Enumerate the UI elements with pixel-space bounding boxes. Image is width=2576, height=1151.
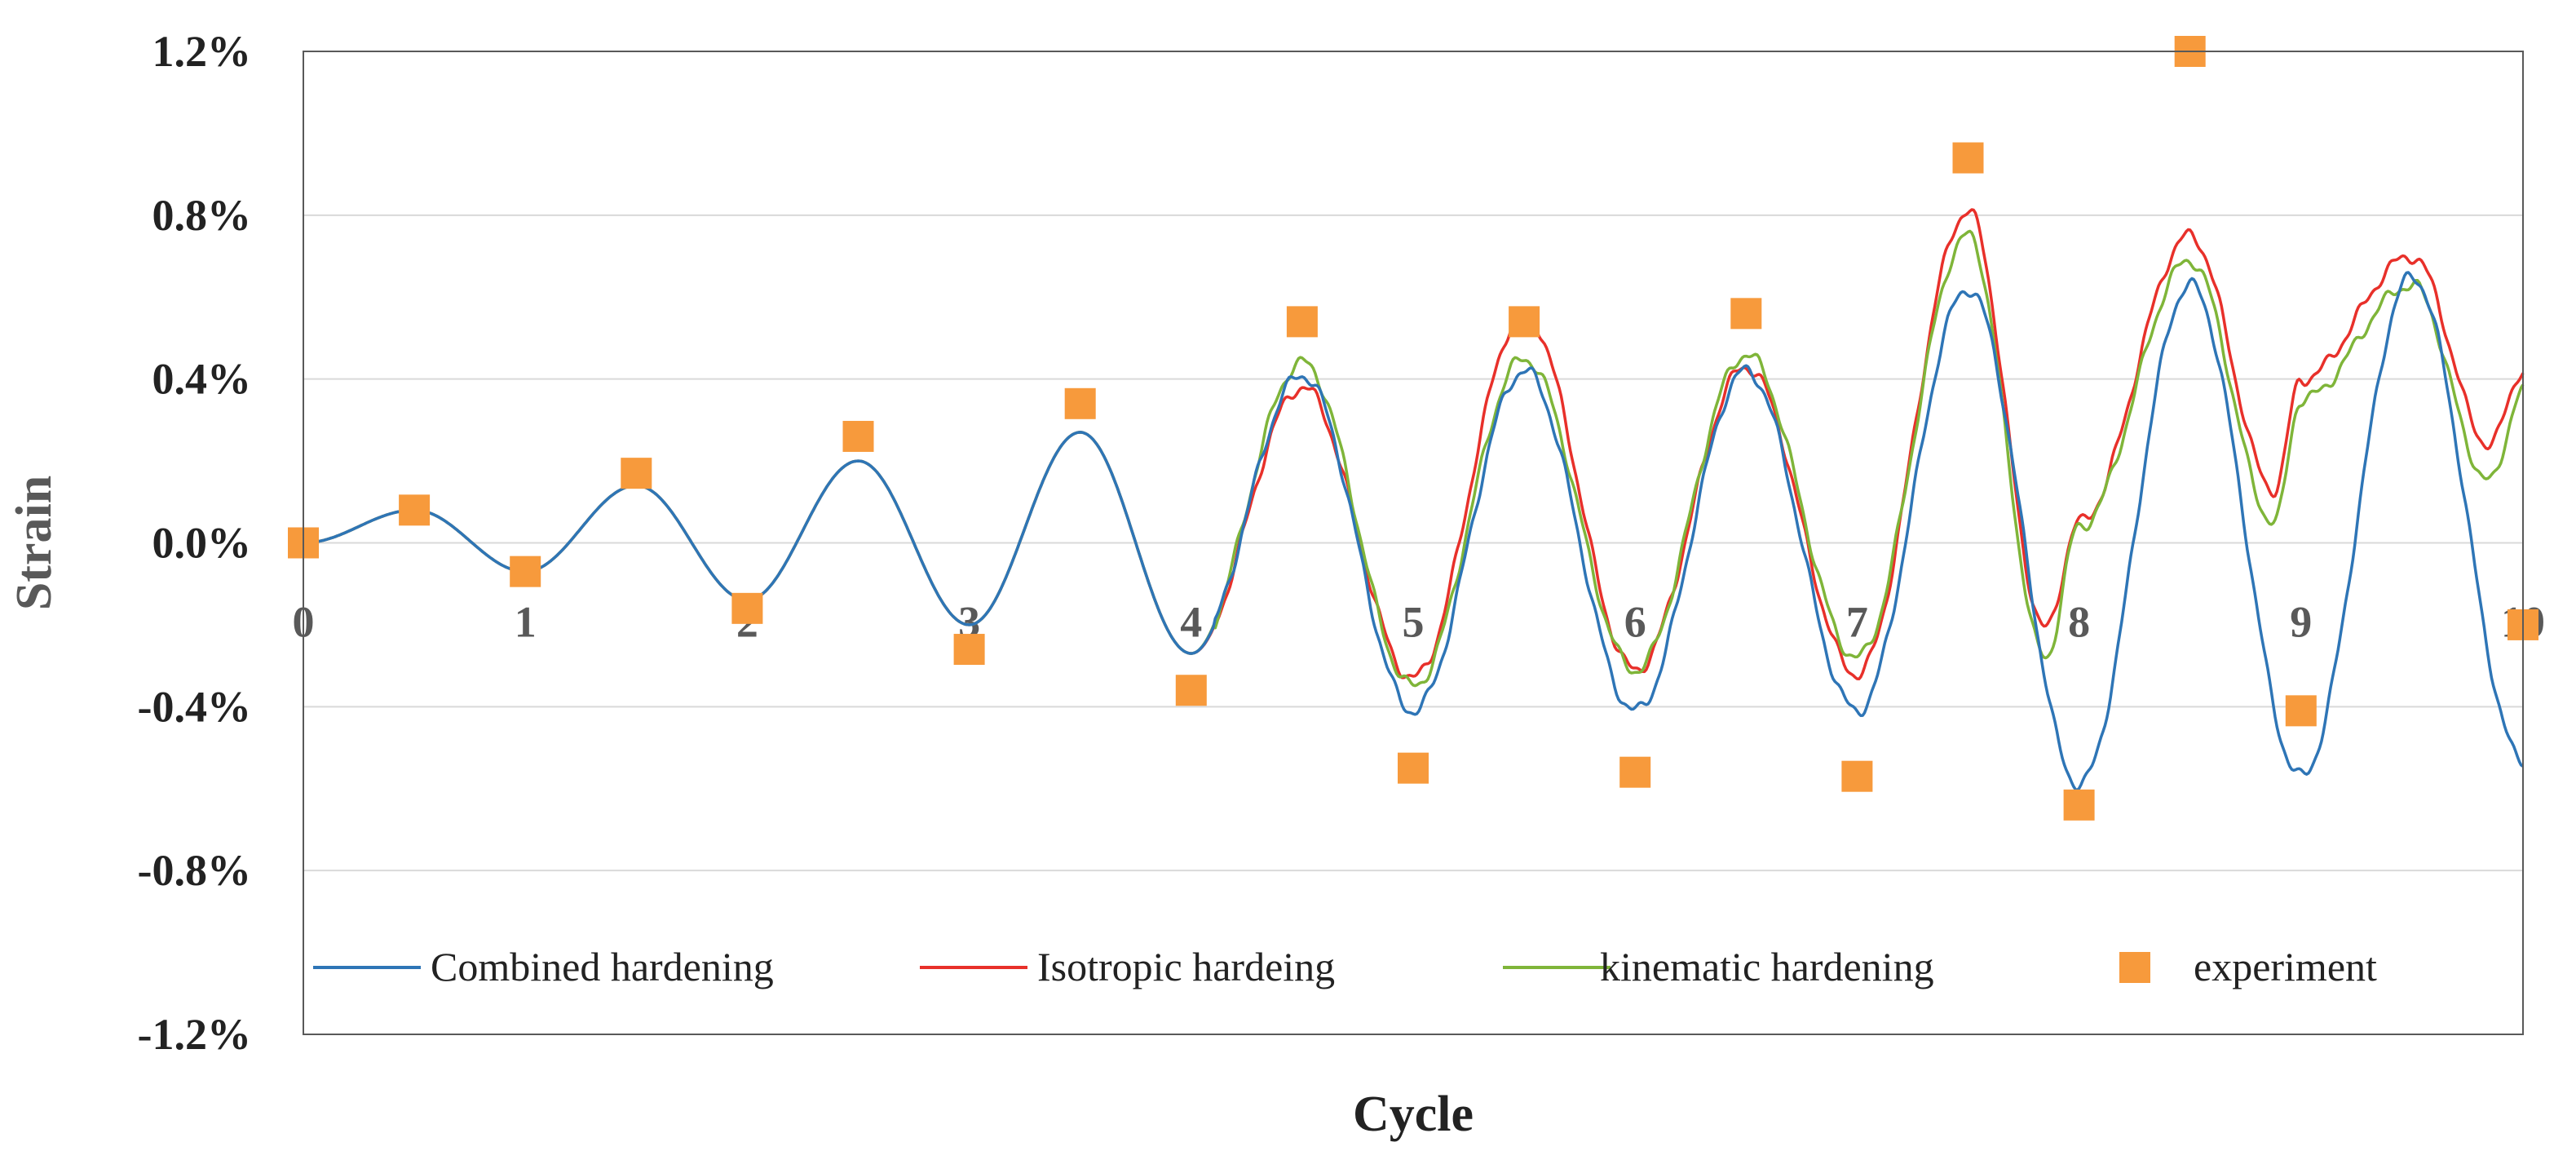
plot-area-border: [303, 51, 2524, 1035]
legend-label: Combined hardening: [431, 944, 774, 989]
legend-entry: kinematic hardening: [1503, 944, 1934, 989]
experiment-point: [1398, 752, 1429, 784]
x-axis-title: Cycle: [1353, 1087, 1474, 1142]
experiment-point: [731, 592, 763, 624]
x-tick-label: 1: [515, 598, 537, 647]
legend-label: Isotropic hardeing: [1037, 944, 1335, 989]
legend-swatch: [2119, 952, 2150, 983]
y-axis-title: Strain: [7, 476, 62, 610]
y-tick-label: 0.8%: [152, 191, 252, 240]
experiment-point: [510, 556, 541, 587]
experiment-point: [1064, 387, 1096, 419]
x-tick-label: 9: [2290, 598, 2312, 647]
y-tick-label: -0.4%: [138, 682, 251, 731]
x-tick-label: 4: [1180, 598, 1202, 647]
legend: Combined hardening Isotropic hardeing kine…: [313, 944, 2377, 989]
experiment-point: [1509, 306, 1540, 338]
experiment-point: [953, 634, 985, 666]
y-tick-label: 0.4%: [152, 355, 252, 404]
gridlines: [303, 214, 2523, 872]
legend-label: experiment: [2194, 944, 2377, 989]
experiment-point: [1841, 760, 1873, 792]
experiment-point: [2285, 695, 2317, 727]
experiment-point: [1730, 298, 1762, 330]
experiment-point: [1952, 142, 1984, 174]
x-tick-label: 8: [2068, 598, 2090, 647]
experiment-point: [1286, 306, 1318, 338]
experiment-point: [842, 420, 874, 452]
experiment-point: [1619, 756, 1651, 788]
legend-label: kinematic hardening: [1600, 944, 1934, 989]
experiment-markers: [288, 36, 2538, 821]
x-tick-label: 5: [1403, 598, 1425, 647]
experiment-point: [1175, 675, 1207, 706]
experiment-point: [2063, 789, 2095, 821]
legend-entry: Combined hardening: [313, 944, 774, 989]
experiment-point: [399, 494, 431, 526]
y-tick-label: -0.8%: [138, 846, 251, 895]
series-line: [303, 271, 2524, 792]
legend-entry: Isotropic hardeing: [920, 944, 1335, 989]
x-tick-label: 6: [1624, 598, 1646, 647]
y-tick-label: 0.0%: [152, 519, 252, 568]
y-tick-labels: 1.2% 0.8% 0.4% 0.0% -0.4% -0.8% -1.2%: [138, 27, 251, 1059]
experiment-point: [621, 458, 652, 489]
series-lines: [303, 208, 2525, 792]
legend-entry: experiment: [2119, 944, 2377, 989]
x-tick-label: 7: [1846, 598, 1868, 647]
y-tick-label: 1.2%: [152, 27, 252, 76]
y-tick-label: -1.2%: [138, 1010, 251, 1059]
